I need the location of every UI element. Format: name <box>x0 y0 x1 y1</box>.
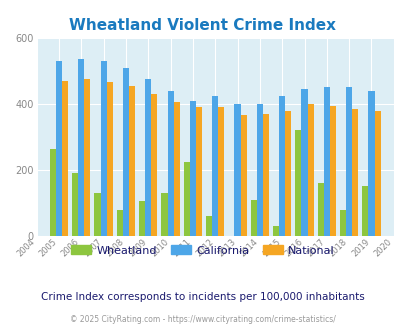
Bar <box>351 109 357 236</box>
Bar <box>145 79 151 236</box>
Bar <box>240 115 246 236</box>
Bar <box>84 79 90 236</box>
Bar <box>234 104 240 236</box>
Bar <box>62 81 68 236</box>
Bar <box>317 183 323 236</box>
Bar <box>301 89 307 236</box>
Bar <box>50 148 56 236</box>
Bar <box>206 216 212 236</box>
Bar <box>339 210 345 236</box>
Bar <box>279 96 284 236</box>
Bar <box>212 96 217 236</box>
Bar <box>106 82 112 236</box>
Bar <box>167 91 173 236</box>
Bar <box>128 86 134 236</box>
Bar <box>100 61 106 236</box>
Bar <box>72 173 78 236</box>
Bar <box>78 59 84 236</box>
Bar <box>295 130 301 236</box>
Bar <box>262 114 268 236</box>
Bar <box>123 68 128 236</box>
Bar <box>256 104 262 236</box>
Bar <box>362 186 368 236</box>
Legend: Wheatland, California, National: Wheatland, California, National <box>66 241 339 260</box>
Bar <box>190 101 195 236</box>
Bar <box>273 226 279 236</box>
Text: Crime Index corresponds to incidents per 100,000 inhabitants: Crime Index corresponds to incidents per… <box>41 292 364 302</box>
Bar <box>56 61 62 236</box>
Bar <box>161 193 167 236</box>
Bar <box>373 111 379 236</box>
Text: © 2025 CityRating.com - https://www.cityrating.com/crime-statistics/: © 2025 CityRating.com - https://www.city… <box>70 315 335 324</box>
Bar <box>323 87 329 236</box>
Bar <box>117 210 123 236</box>
Bar <box>217 107 224 236</box>
Bar <box>284 111 290 236</box>
Bar <box>94 193 100 236</box>
Bar <box>151 94 157 236</box>
Bar <box>345 87 351 236</box>
Bar <box>195 107 201 236</box>
Bar <box>307 104 313 236</box>
Text: Wheatland Violent Crime Index: Wheatland Violent Crime Index <box>69 18 336 33</box>
Bar <box>173 102 179 236</box>
Bar <box>139 201 145 236</box>
Bar <box>329 106 335 236</box>
Bar <box>183 162 190 236</box>
Bar <box>250 200 256 236</box>
Bar <box>368 91 373 236</box>
